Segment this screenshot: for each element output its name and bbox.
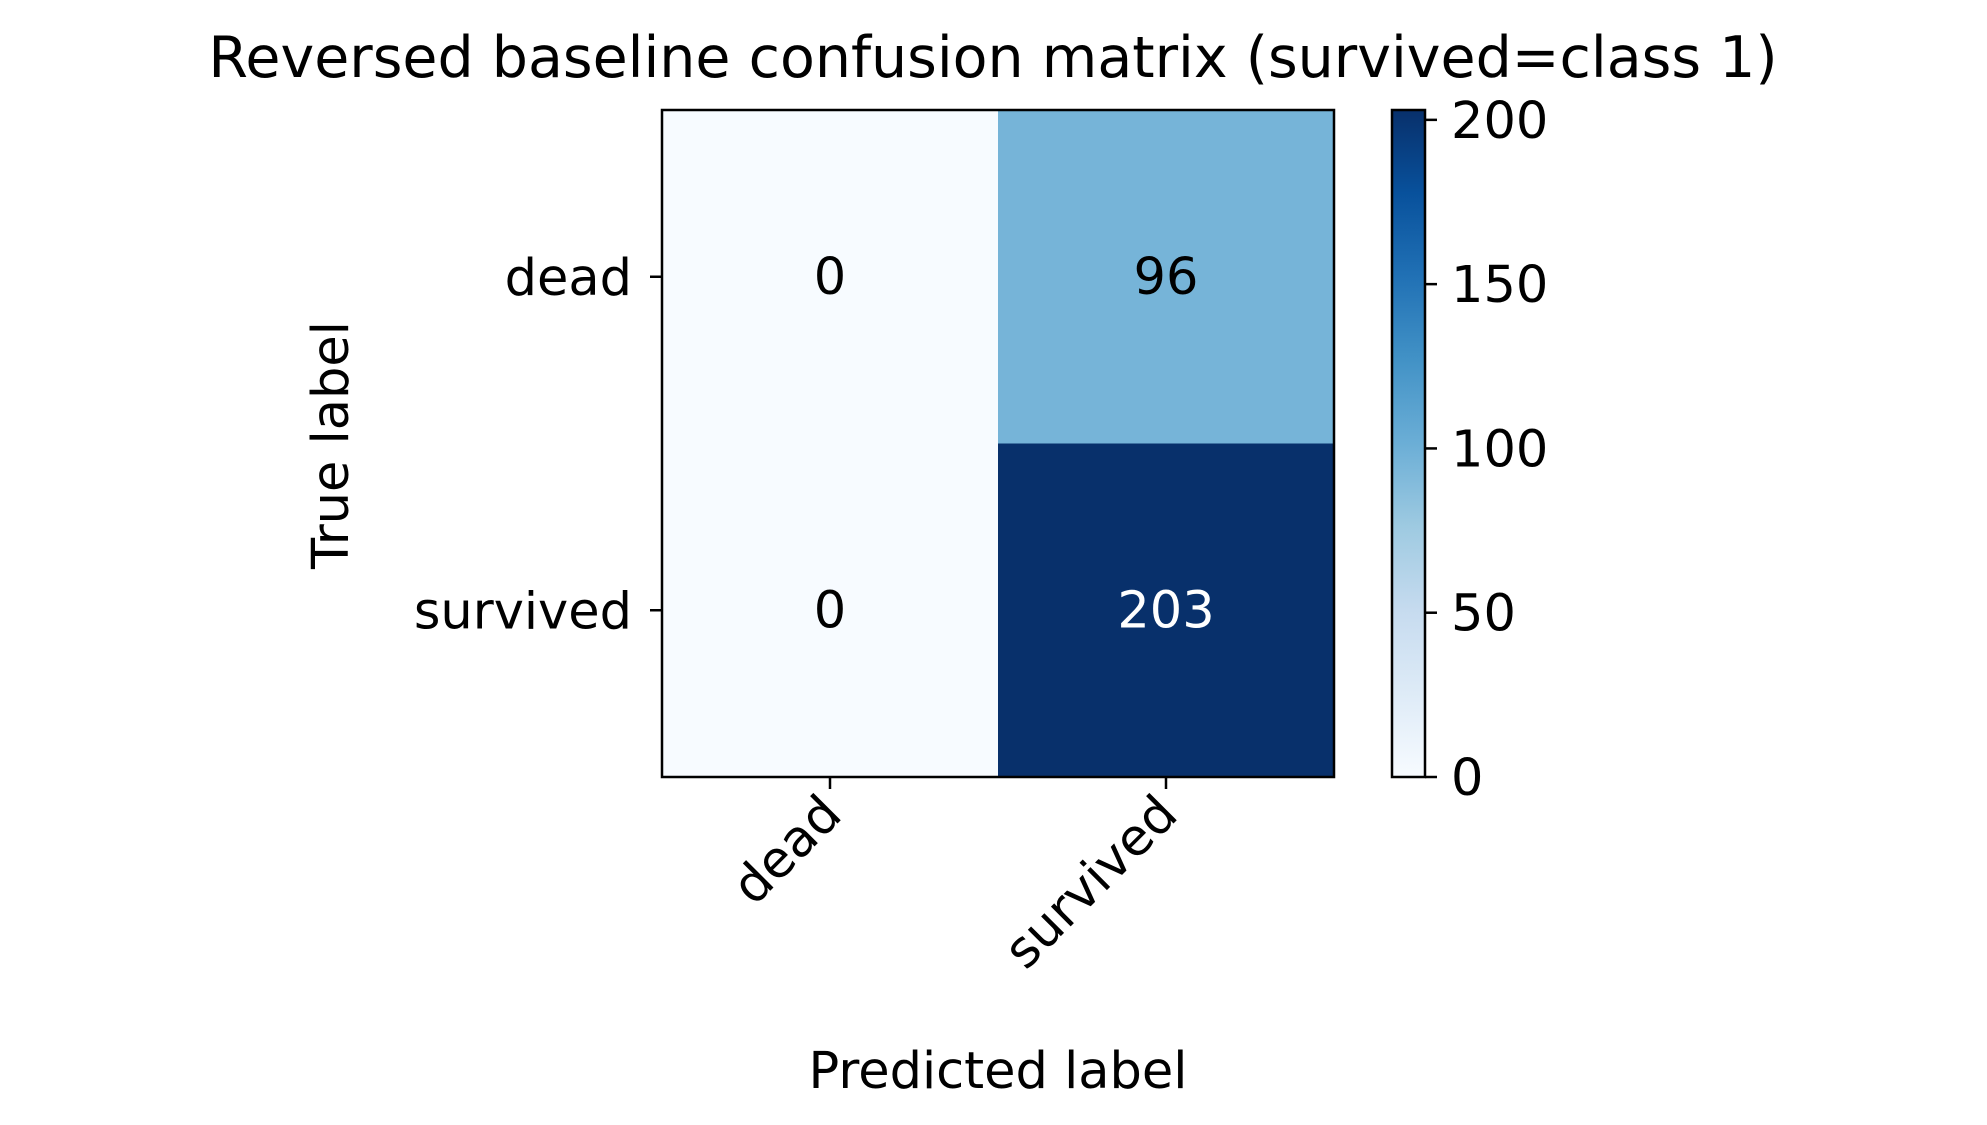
cell-value-label: 0 — [814, 581, 846, 640]
colorbar-tick-label: 200 — [1451, 92, 1548, 151]
matrix-cell — [998, 443, 1335, 778]
plot-frame — [660, 108, 1336, 779]
y-tick-label: survived — [414, 582, 632, 641]
cell-value-label: 203 — [1117, 581, 1214, 640]
colorbar-tick-label: 0 — [1451, 749, 1483, 808]
x-axis-label: Predicted label — [809, 1042, 1188, 1101]
cell-value-labels: 0 96 0 203 — [814, 248, 1215, 641]
cell-value-label: 0 — [814, 248, 846, 307]
matrix-cell — [662, 443, 999, 778]
colorbar-tick-label: 100 — [1451, 420, 1548, 479]
y-tick-label: dead — [505, 249, 632, 308]
colorbar-frame — [1390, 108, 1427, 779]
matrix-cell — [998, 110, 1335, 444]
chart-title: Reversed baseline confusion matrix (surv… — [208, 25, 1777, 91]
matrix-cell — [662, 110, 999, 444]
colorbar-tick-label: 50 — [1451, 585, 1516, 644]
colorbar-ticks: 0 50 100 150 200 — [1425, 92, 1548, 808]
colorbar — [1392, 110, 1425, 777]
y-axis-label: True label — [302, 321, 361, 570]
colorbar-tick-label: 150 — [1451, 256, 1548, 315]
matrix-cells — [662, 110, 1335, 778]
y-axis-ticks: dead survived — [414, 249, 662, 641]
cell-value-label: 96 — [1134, 248, 1199, 307]
